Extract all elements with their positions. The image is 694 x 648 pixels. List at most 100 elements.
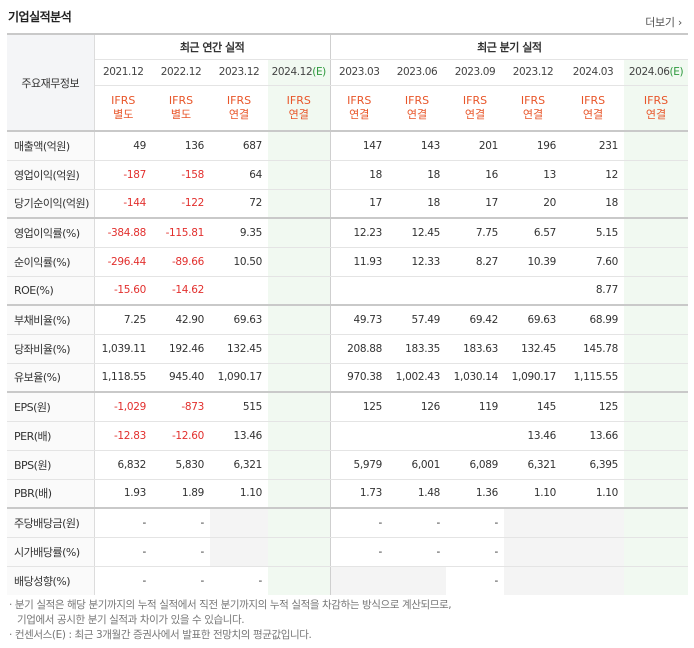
value-cell	[268, 160, 331, 190]
value-cell	[562, 537, 625, 567]
value-cell: 1.36	[446, 479, 505, 509]
value-cell: -1,029	[94, 391, 152, 422]
period-header: 2024.03	[562, 59, 625, 86]
table-row: PBR(배) 1.93 1.89 1.10 1.73 1.48 1.36 1.10 1.10	[7, 479, 689, 509]
value-cell: 13.66	[562, 421, 625, 451]
value-cell: 1.10	[504, 479, 563, 509]
consolidation-label: 연결	[645, 107, 667, 121]
table-row: PER(배) -12.83 -12.60 13.46 13.46 13.66	[7, 421, 689, 451]
value-cell	[329, 276, 389, 306]
value-cell: 8.77	[562, 276, 625, 306]
table-row: 배당성향(%) - - - -	[7, 566, 689, 595]
ifrs-type-header: IFRS 연결	[329, 85, 389, 132]
value-cell: 12	[562, 160, 625, 190]
value-cell: 18	[388, 189, 447, 219]
table-row: BPS(원) 6,832 5,830 6,321 5,979 6,001 6,089 6,32…	[7, 450, 689, 480]
value-cell	[446, 276, 505, 306]
value-cell: 69.63	[210, 304, 268, 335]
table-row: 순이익률(%) -296.44 -89.66 10.50 11.93 12.33 8.27 1…	[7, 247, 689, 277]
value-cell: 18	[329, 160, 389, 190]
value-cell: 7.60	[562, 247, 625, 277]
consolidation-label: 연결	[464, 107, 486, 121]
row-label: PBR(배)	[7, 479, 95, 509]
more-link[interactable]: 더보기 ›	[645, 14, 682, 30]
row-label: 순이익률(%)	[7, 247, 95, 277]
value-cell	[624, 247, 689, 277]
value-cell: 6,321	[504, 450, 563, 480]
value-cell: -115.81	[152, 217, 210, 248]
value-cell	[268, 507, 331, 538]
value-cell	[624, 566, 689, 595]
value-cell: -	[329, 507, 389, 538]
footnotes: · 분기 실적은 해당 분기까지의 누적 실적에서 직전 분기까지의 누적 실적…	[9, 598, 689, 643]
table-row: 영업이익률(%) -384.88 -115.81 9.35 12.23 12.45 7.75…	[7, 217, 689, 248]
value-cell	[504, 566, 563, 595]
value-cell	[268, 217, 331, 248]
row-label: 배당성향(%)	[7, 566, 95, 595]
value-cell: -	[388, 537, 447, 567]
value-cell: 49	[94, 130, 152, 161]
ifrs-type-header: IFRS 연결	[504, 85, 563, 132]
value-cell: 119	[446, 391, 505, 422]
consolidation-label: 연결	[288, 107, 309, 121]
value-cell	[268, 334, 331, 364]
row-label: 매출액(억원)	[7, 130, 95, 161]
value-cell: 13	[504, 160, 563, 190]
consolidation-label: 연결	[406, 107, 428, 121]
value-cell: 1.48	[388, 479, 447, 509]
value-cell	[210, 276, 268, 306]
value-cell: 6,395	[562, 450, 625, 480]
value-cell	[624, 304, 689, 335]
more-label: 더보기	[645, 16, 675, 29]
value-cell: 18	[388, 160, 447, 190]
value-cell: 687	[210, 130, 268, 161]
table-row: ROE(%) -15.60 -14.62 8.77	[7, 276, 689, 306]
value-cell: 136	[152, 130, 210, 161]
row-label: 유보율(%)	[7, 363, 95, 393]
ifrs-label: IFRS	[347, 93, 372, 107]
ifrs-type-header: IFRS 연결	[388, 85, 447, 132]
value-cell: 72	[210, 189, 268, 219]
value-cell: 12.45	[388, 217, 447, 248]
value-cell	[268, 189, 331, 219]
value-cell: -144	[94, 189, 152, 219]
row-label: 영업이익률(%)	[7, 217, 95, 248]
value-cell: 18	[562, 189, 625, 219]
footnote-1: · 분기 실적은 해당 분기까지의 누적 실적에서 직전 분기까지의 누적 실적…	[9, 599, 452, 611]
value-cell: 5,979	[329, 450, 389, 480]
annual-group-header: 최근 연간 실적	[94, 33, 331, 60]
value-cell	[624, 507, 689, 538]
ifrs-label: IFRS	[580, 93, 606, 107]
financial-table: 주요재무정보 최근 연간 실적 최근 분기 실적 2021.12 2022.12 2…	[7, 33, 689, 595]
value-cell: 10.39	[504, 247, 563, 277]
value-cell	[562, 507, 625, 538]
value-cell: 132.45	[504, 334, 563, 364]
ifrs-type-header: IFRS 연결	[446, 85, 505, 132]
value-cell	[624, 421, 689, 451]
chevron-right-icon: ›	[674, 16, 682, 29]
value-cell: 125	[329, 391, 389, 422]
value-cell: 68.99	[562, 304, 625, 335]
value-cell: 1,115.55	[562, 363, 625, 393]
value-cell	[268, 363, 331, 393]
value-cell: -296.44	[94, 247, 152, 277]
consolidation-label: 별도	[113, 107, 134, 121]
value-cell: 147	[329, 130, 389, 161]
ifrs-label: IFRS	[643, 93, 669, 107]
value-cell: 515	[210, 391, 268, 422]
value-cell: 183.63	[446, 334, 505, 364]
value-cell: 145	[504, 391, 563, 422]
value-cell: -15.60	[94, 276, 152, 306]
value-cell: 12.33	[388, 247, 447, 277]
value-cell: -384.88	[94, 217, 152, 248]
value-cell: 42.90	[152, 304, 210, 335]
row-label: PER(배)	[7, 421, 95, 451]
value-cell: 1.10	[562, 479, 625, 509]
value-cell: 64	[210, 160, 268, 190]
table-row: 매출액(억원) 49 136 687 147 143 201 196 231	[7, 130, 689, 161]
value-cell: -	[200, 574, 205, 587]
value-cell	[504, 507, 563, 538]
value-cell: 1,118.55	[94, 363, 152, 393]
value-cell: -	[152, 507, 210, 538]
value-cell: 196	[504, 130, 563, 161]
